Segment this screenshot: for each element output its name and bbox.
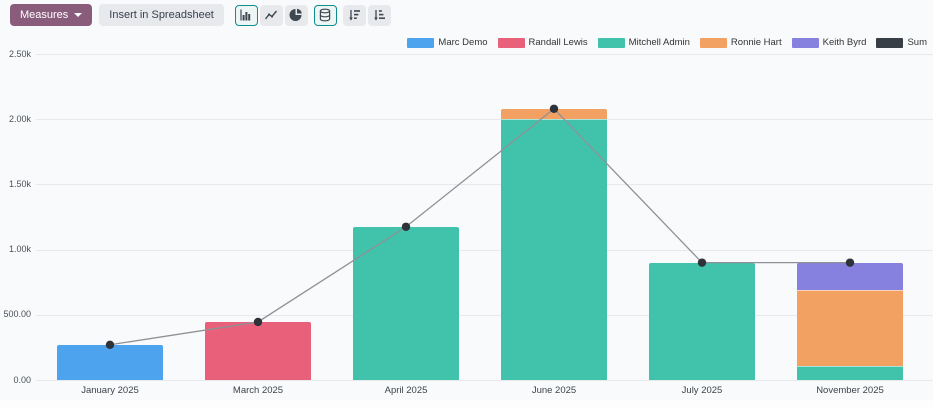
pie-chart-icon <box>289 8 303 21</box>
legend-item-marc-demo[interactable]: Marc Demo <box>407 37 488 48</box>
y-axis-tick-label: 2.00k <box>8 113 31 124</box>
sort-ascending-icon <box>374 10 386 21</box>
x-axis-tick-label: June 2025 <box>531 385 577 396</box>
y-axis-tick-label: 1.50k <box>8 178 31 189</box>
legend-label: Marc Demo <box>438 37 488 48</box>
bar-segment-mitchell-admin[interactable] <box>797 365 903 380</box>
chevron-down-icon <box>74 13 83 17</box>
database-icon <box>320 8 331 22</box>
x-axis-tick-label: July 2025 <box>681 385 723 396</box>
legend-label: Sum <box>907 37 927 48</box>
view-button-sort-ascending[interactable] <box>367 4 391 26</box>
legend-swatch <box>597 37 625 48</box>
bar-segment-keith-byrd[interactable] <box>797 262 903 290</box>
view-button-sort-descending[interactable] <box>342 4 366 26</box>
gridline <box>36 380 933 381</box>
bar-chart-icon <box>240 9 251 21</box>
sort-descending-icon <box>349 10 361 21</box>
legend-item-keith-byrd[interactable]: Keith Byrd <box>791 37 867 48</box>
gridline <box>36 184 933 186</box>
insert-in-spreadsheet-button[interactable]: Insert in Spreadsheet <box>99 4 224 26</box>
legend-swatch <box>497 37 525 48</box>
bar-segment-mitchell-admin[interactable] <box>501 119 607 380</box>
bar-segment-ronnie-hart[interactable] <box>501 108 607 120</box>
legend-label: Mitchell Admin <box>628 37 690 48</box>
bar-segment-mitchell-admin[interactable] <box>649 262 755 380</box>
measures-button[interactable]: Measures <box>10 4 93 26</box>
gridline <box>36 54 933 55</box>
gridline <box>36 249 933 251</box>
x-axis-tick-label: November 2025 <box>816 385 884 396</box>
x-axis-tick-label: April 2025 <box>384 385 428 396</box>
measures-button-label: Measures <box>20 9 69 21</box>
horizontal-scrollbar-track[interactable] <box>0 400 933 408</box>
legend-item-randall-lewis[interactable]: Randall Lewis <box>497 37 588 48</box>
y-axis-tick-label: 1.00k <box>8 244 31 255</box>
bar-segment-marc-demo[interactable] <box>57 344 163 380</box>
bar-segment-mitchell-admin[interactable] <box>353 226 459 380</box>
legend-label: Ronnie Hart <box>730 37 782 48</box>
view-button-bar-chart[interactable] <box>234 4 258 26</box>
y-axis-tick-label: 0.00 <box>13 374 31 385</box>
legend-swatch <box>699 37 727 48</box>
legend-item-sum[interactable]: Sum <box>876 37 927 48</box>
bar-segment-randall-lewis[interactable] <box>205 321 311 380</box>
legend-label: Keith Byrd <box>822 37 867 48</box>
x-axis-tick-label: January 2025 <box>81 385 139 396</box>
legend-swatch <box>791 37 819 48</box>
legend-swatch <box>407 37 435 48</box>
line-chart-icon <box>265 10 278 20</box>
toolbar: Measures Insert in Spreadsheet <box>10 4 391 26</box>
view-button-line-chart[interactable] <box>259 4 283 26</box>
legend-swatch <box>876 37 904 48</box>
y-axis-tick-label: 2.50k <box>8 48 31 59</box>
view-switcher <box>233 4 391 26</box>
legend-label: Randall Lewis <box>528 37 588 48</box>
view-button-pie-chart[interactable] <box>284 4 308 26</box>
view-button-stacked-toggle[interactable] <box>313 4 337 26</box>
bar-segment-ronnie-hart[interactable] <box>797 290 903 366</box>
y-axis-tick-label: 500.00 <box>3 309 31 320</box>
gridline <box>36 119 933 121</box>
legend-item-mitchell-admin[interactable]: Mitchell Admin <box>597 37 690 48</box>
chart-legend: Marc Demo Randall Lewis Mitchell Admin Ronn… <box>397 37 927 48</box>
x-axis-tick-label: March 2025 <box>232 385 284 396</box>
legend-item-ronnie-hart[interactable]: Ronnie Hart <box>699 37 782 48</box>
